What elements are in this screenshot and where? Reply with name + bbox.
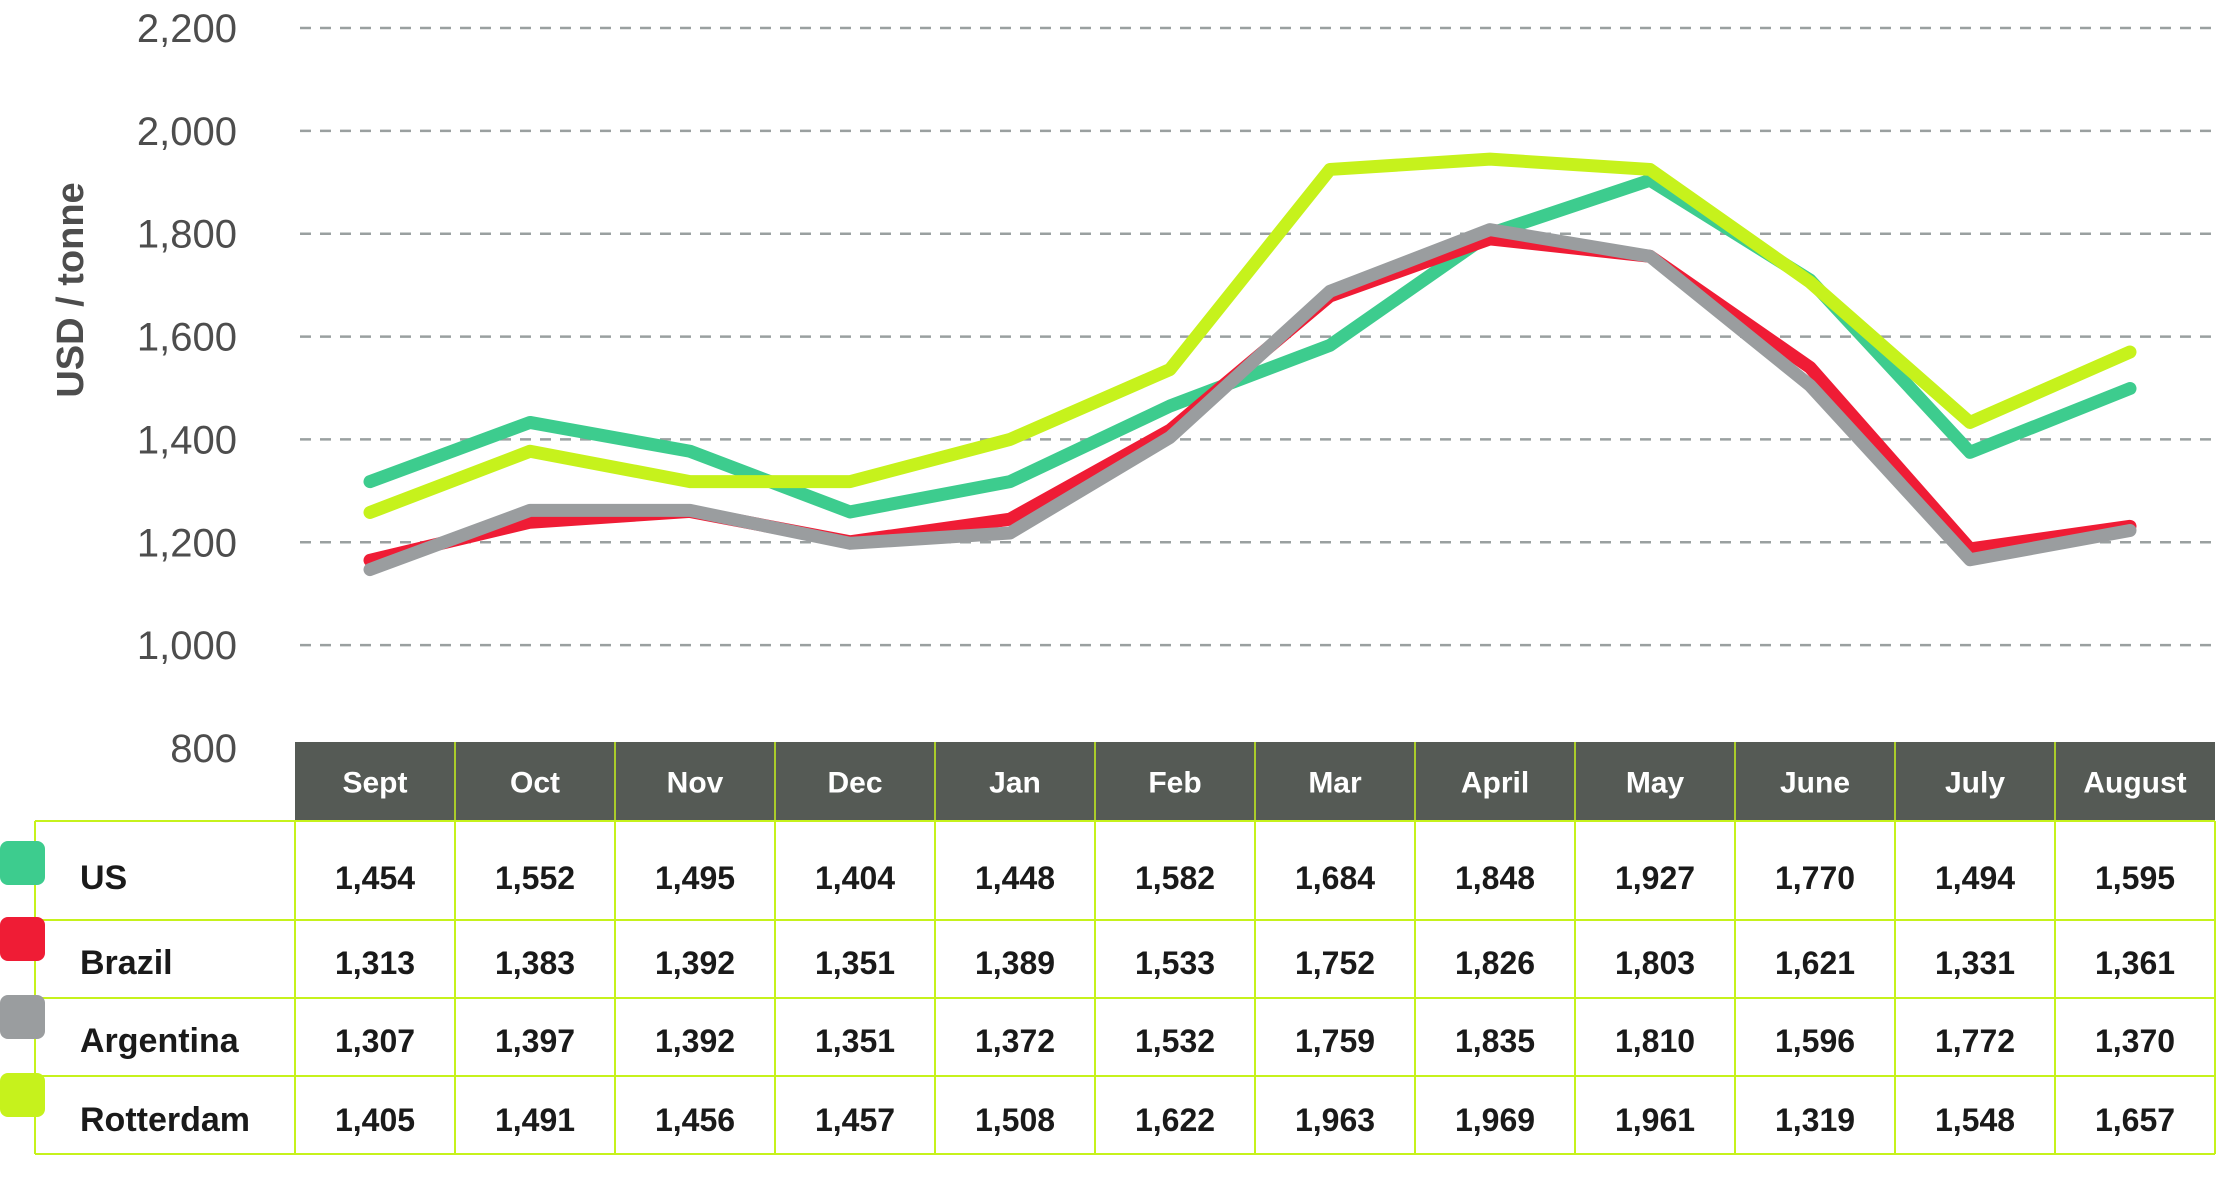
table-cell: 1,372 <box>975 1023 1055 1059</box>
y-axis-label: USD / tonne <box>50 182 92 397</box>
column-header: May <box>1626 767 1685 800</box>
row-label-rotterdam: Rotterdam <box>80 1101 250 1139</box>
legend-swatch-argentina <box>0 995 45 1039</box>
legend-swatch-brazil <box>0 917 45 961</box>
table-cell: 1,684 <box>1295 860 1375 896</box>
series-line-us <box>363 173 2137 519</box>
table-cell: 1,307 <box>335 1023 415 1059</box>
table-cell: 1,548 <box>1935 1102 2015 1138</box>
table-cell: 1,752 <box>1295 945 1375 981</box>
y-tick-label: 800 <box>170 727 237 771</box>
table-cell: 1,810 <box>1615 1023 1695 1059</box>
table-cell: 1,456 <box>655 1102 735 1138</box>
y-tick-layer: 800 1,000 1,200 1,400 1,600 1,800 2,000 2,200 <box>137 7 237 771</box>
table-cell: 1,494 <box>1935 860 2015 896</box>
table-cell: 1,582 <box>1135 860 1215 896</box>
table-cell: 1,848 <box>1455 860 1535 896</box>
row-label-brazil: Brazil <box>80 944 173 982</box>
lines-layer <box>363 152 2137 577</box>
table-cell: 1,491 <box>495 1102 575 1138</box>
table-cell: 1,596 <box>1775 1023 1855 1059</box>
y-tick-label: 1,000 <box>137 624 237 668</box>
legend-swatch-rotterdam <box>0 1073 45 1117</box>
table-cell: 1,759 <box>1295 1023 1375 1059</box>
row-label-us: US <box>80 859 127 897</box>
table-cell: 1,495 <box>655 860 735 896</box>
grid-layer <box>300 26 2217 647</box>
table-cell: 1,552 <box>495 860 575 896</box>
table-cell: 1,319 <box>1775 1102 1855 1138</box>
table-cell: 1,457 <box>815 1102 895 1138</box>
table-cell: 1,370 <box>2095 1023 2175 1059</box>
y-tick-label: 2,000 <box>137 110 237 154</box>
y-tick-label: 1,400 <box>137 418 237 462</box>
column-header: June <box>1780 767 1850 800</box>
series-line-rotterdam <box>363 152 2137 519</box>
column-header: August <box>2083 767 2186 800</box>
table-cell: 1,331 <box>1935 945 2015 981</box>
column-header: Mar <box>1308 767 1362 800</box>
data-table: Sept Oct Nov Dec Jan Feb Mar April May June July Au… <box>0 742 2216 1155</box>
y-tick-label: 1,800 <box>137 213 237 257</box>
table-cell: 1,927 <box>1615 860 1695 896</box>
table-cell: 1,313 <box>335 945 415 981</box>
table-cell: 1,397 <box>495 1023 575 1059</box>
table-cell: 1,657 <box>2095 1102 2175 1138</box>
table-cell: 1,508 <box>975 1102 1055 1138</box>
series-line-argentina <box>363 223 2137 577</box>
column-header: Jan <box>989 767 1041 800</box>
table-cell: 1,595 <box>2095 860 2175 896</box>
y-tick-label: 1,200 <box>137 521 237 565</box>
column-header: Nov <box>667 767 724 800</box>
table-cell: 1,622 <box>1135 1102 1215 1138</box>
table-cell: 1,389 <box>975 945 1055 981</box>
column-header: Sept <box>342 767 407 800</box>
table-cell: 1,621 <box>1775 945 1855 981</box>
table-cell: 1,405 <box>335 1102 415 1138</box>
table-cell: 1,361 <box>2095 945 2175 981</box>
y-tick-label: 2,200 <box>137 7 237 51</box>
table-cell: 1,835 <box>1455 1023 1535 1059</box>
table-cell: 1,770 <box>1775 860 1855 896</box>
column-header: July <box>1945 767 2005 800</box>
table-cell: 1,392 <box>655 945 735 981</box>
table-cell: 1,351 <box>815 945 895 981</box>
table-cell: 1,392 <box>655 1023 735 1059</box>
table-cell: 1,383 <box>495 945 575 981</box>
table-cell: 1,963 <box>1295 1102 1375 1138</box>
table-cell: 1,533 <box>1135 945 1215 981</box>
column-header: Feb <box>1148 767 1201 800</box>
table-cell: 1,448 <box>975 860 1055 896</box>
column-header: Dec <box>827 767 882 800</box>
table-cell: 1,961 <box>1615 1102 1695 1138</box>
legend-swatch-us <box>0 841 45 885</box>
table-cell: 1,772 <box>1935 1023 2015 1059</box>
table-cell: 1,532 <box>1135 1023 1215 1059</box>
table-cell: 1,826 <box>1455 945 1535 981</box>
table-cell: 1,803 <box>1615 945 1695 981</box>
column-header: April <box>1461 767 1529 800</box>
table-cell: 1,351 <box>815 1023 895 1059</box>
table-cell: 1,404 <box>815 860 895 896</box>
table-cell: 1,969 <box>1455 1102 1535 1138</box>
y-tick-label: 1,600 <box>137 316 237 360</box>
table-cell: 1,454 <box>335 860 415 896</box>
row-label-argentina: Argentina <box>80 1022 240 1060</box>
column-header: Oct <box>510 767 560 800</box>
